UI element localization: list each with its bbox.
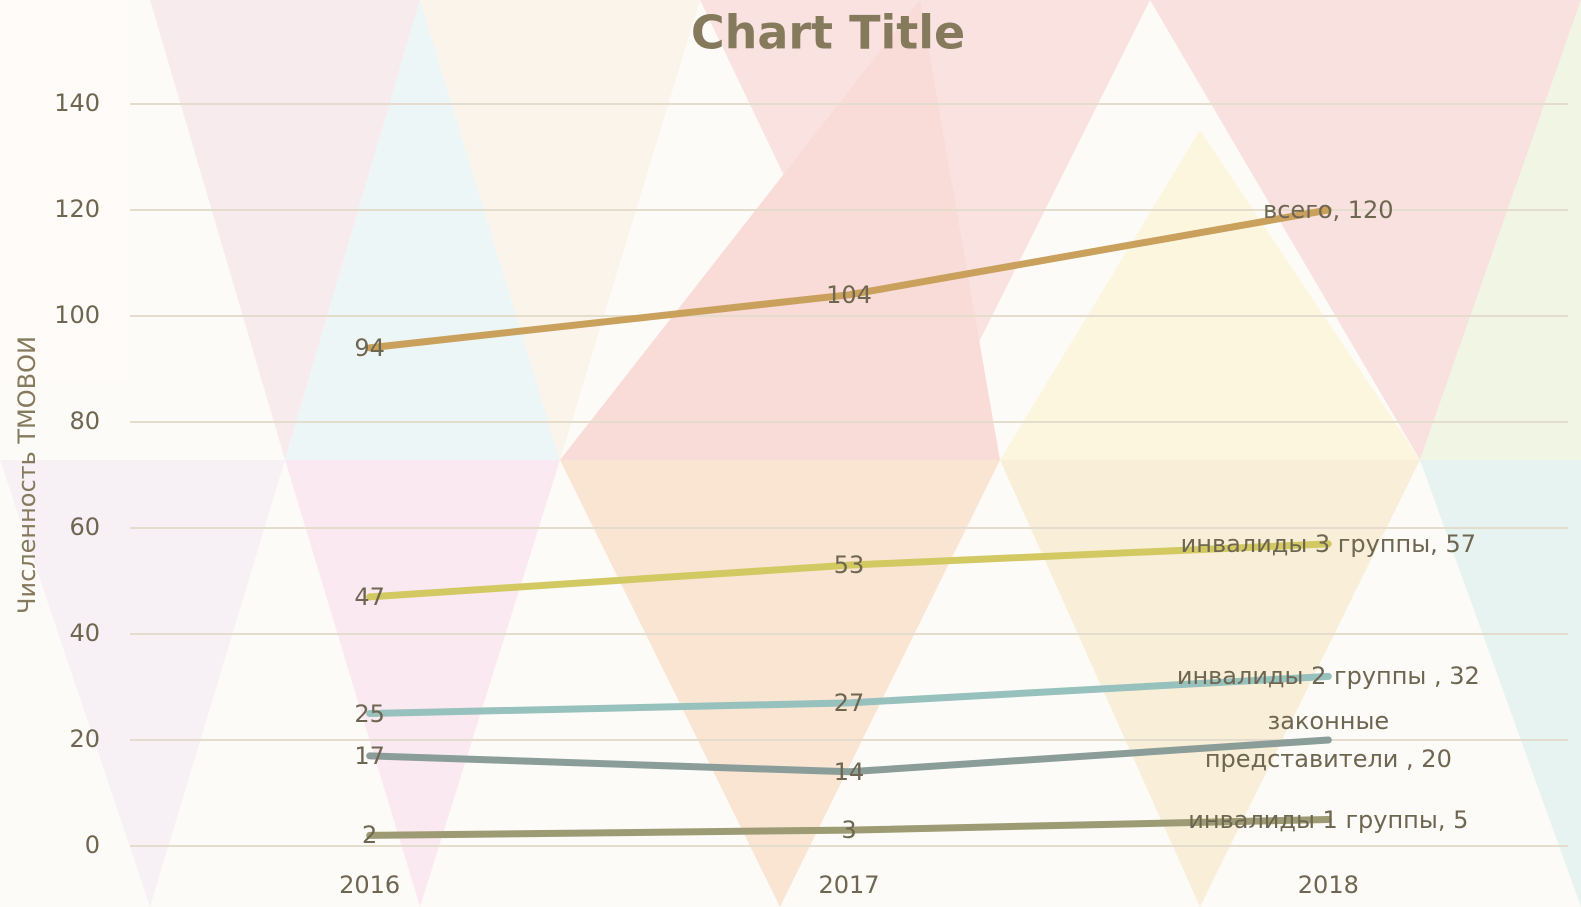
data-label: инвалиды 1 группы, 5 xyxy=(1148,760,1508,880)
y-tick-label: 140 xyxy=(54,89,100,117)
data-label-box: 2 xyxy=(190,775,550,895)
y-tick-label: 120 xyxy=(54,195,100,223)
data-label-box: 94 xyxy=(190,288,550,408)
y-axis-label: Численность ТМОВОИ xyxy=(13,336,41,614)
data-label: 47 xyxy=(190,537,550,657)
chart: Chart Title Численность ТМОВОИ 0 20 40 60 80… xyxy=(0,0,1581,907)
y-tick-label: 20 xyxy=(69,725,100,753)
data-label: 2 xyxy=(190,775,550,895)
y-tick-label: 80 xyxy=(69,407,100,435)
data-label: 3 xyxy=(669,770,1029,890)
data-label: 53 xyxy=(669,505,1029,625)
data-label: всего, 120 xyxy=(1148,150,1508,270)
data-label-box: всего, 120 xyxy=(1148,150,1508,270)
data-label-box: 104 xyxy=(669,235,1029,355)
data-label: 104 xyxy=(669,235,1029,355)
chart-title: Chart Title xyxy=(691,6,965,60)
data-label-box: 53 xyxy=(669,505,1029,625)
data-label-box: инвалиды 1 группы, 5 xyxy=(1148,760,1508,880)
data-label: инвалиды 3 группы, 57 xyxy=(1148,484,1508,604)
data-label: 94 xyxy=(190,288,550,408)
data-label-box: 3 xyxy=(669,770,1029,890)
data-label-box: 47 xyxy=(190,537,550,657)
data-label-box: инвалиды 3 группы, 57 xyxy=(1148,484,1508,604)
y-tick-label: 0 xyxy=(85,831,100,859)
y-tick-label: 40 xyxy=(69,619,100,647)
y-tick-label: 60 xyxy=(69,513,100,541)
y-tick-label: 100 xyxy=(54,301,100,329)
